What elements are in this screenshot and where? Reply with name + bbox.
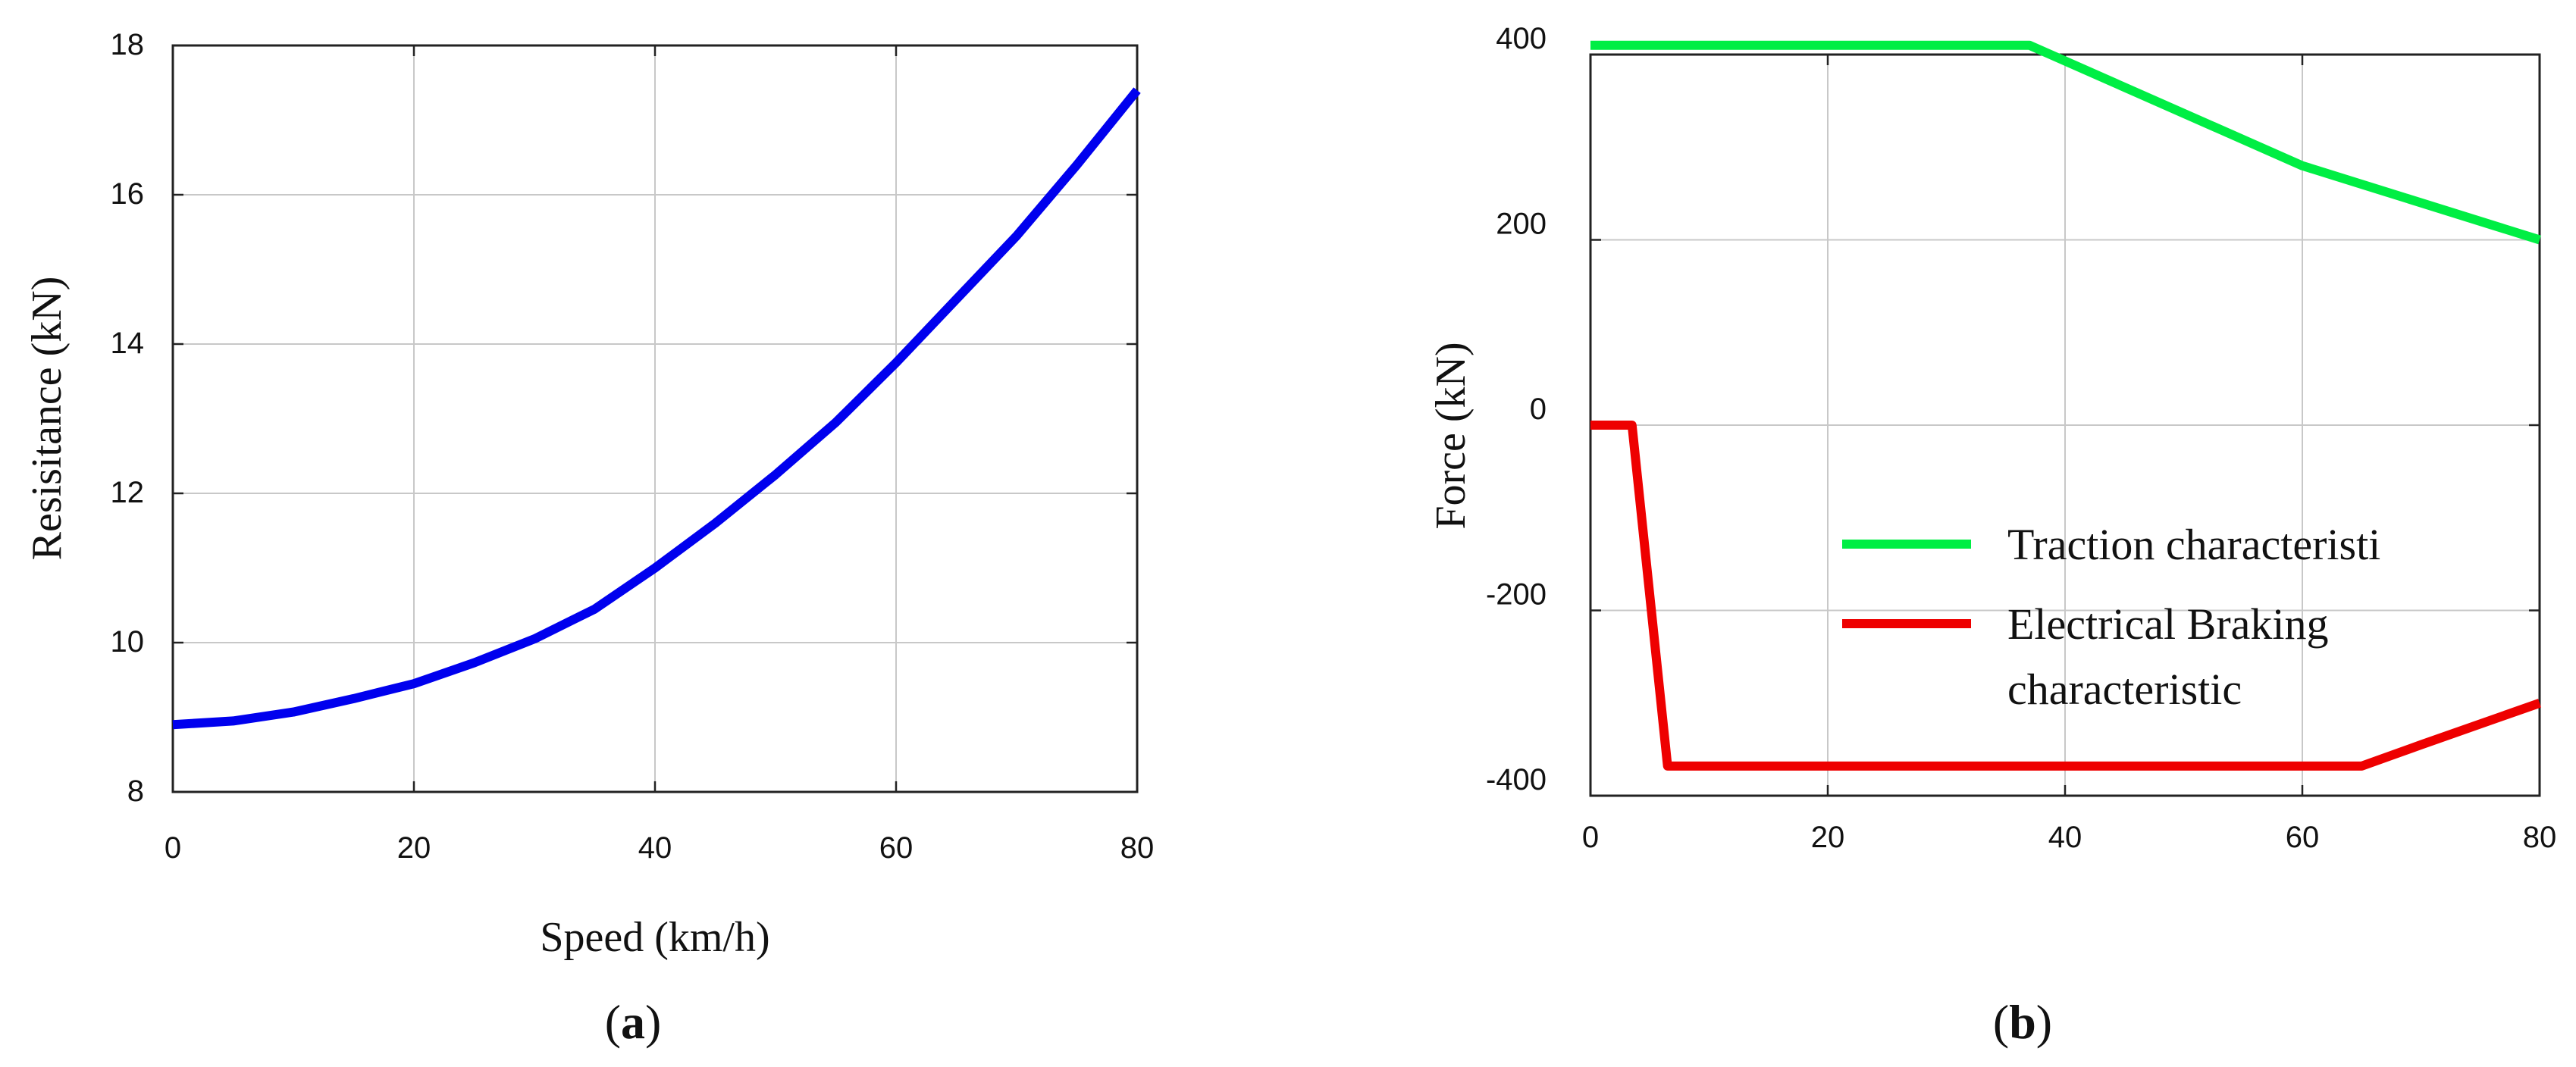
panel-a-chart: 0 20 40 60 80 8 10 12 14 16 18 Speed (km/h) Resis… <box>24 28 1154 1049</box>
panel-a-y-tick-label: 18 <box>111 28 145 61</box>
panel-a-y-tick-label: 10 <box>111 625 145 659</box>
panel-b-x-tick-label: 60 <box>2286 821 2320 854</box>
panel-a-y-tick-labels: 8 10 12 14 16 18 <box>111 28 145 808</box>
panel-b-label-open: ( <box>1993 995 2009 1049</box>
panel-b-x-tick-label: 40 <box>2048 821 2082 854</box>
panel-a-series-line-1 <box>172 87 1141 730</box>
legend-label-braking-line-1: Electrical Braking <box>2007 599 2329 649</box>
panel-a-x-tick-label: 0 <box>165 831 181 865</box>
panel-b-grid <box>1590 55 2540 796</box>
panel-a-y-tick-label: 14 <box>111 327 145 360</box>
panel-b-series-line-1 <box>1590 40 2541 245</box>
panel-b-y-tick-labels: -400 -200 0 200 400 <box>1486 22 1547 796</box>
legend-label-braking-line-2: characteristic <box>2007 665 2242 714</box>
panel-a-y-tick-label: 16 <box>111 177 145 211</box>
panel-b-y-tick-label: -200 <box>1486 578 1547 612</box>
panel-b-y-tick-label: 400 <box>1496 22 1547 55</box>
panel-a-x-tick-label: 60 <box>879 831 914 865</box>
panel-b-label-close: ) <box>2036 995 2052 1049</box>
panel-a-y-tick-label: 12 <box>111 476 145 509</box>
panel-a-x-axis-title: Speed (km/h) <box>540 914 769 961</box>
panel-a-series <box>172 87 1141 730</box>
panel-b-y-tick-label: -400 <box>1486 763 1547 796</box>
panel-b-x-tick-label: 0 <box>1582 821 1599 854</box>
legend-label-braking: Electrical Braking characteristic <box>2007 599 2329 714</box>
panel-a-label-letter: a <box>621 995 645 1049</box>
panel-b-y-axis-title: Force (kN) <box>1427 342 1474 529</box>
panel-a-x-tick-labels: 0 20 40 60 80 <box>165 831 1154 865</box>
panel-b-series <box>1590 40 2541 771</box>
legend-label-traction: Traction characteristi <box>2007 520 2380 569</box>
panel-a-label-open: ( <box>605 995 621 1049</box>
panel-b-x-tick-label: 80 <box>2523 821 2557 854</box>
panel-a-y-tick-label: 8 <box>127 774 144 808</box>
panel-b-series-line-2 <box>1590 421 2541 771</box>
panel-a-label: (a) <box>605 995 662 1049</box>
panel-b-y-tick-label: 200 <box>1496 208 1547 241</box>
panel-a-tick-marks <box>171 44 1139 793</box>
panel-a-x-tick-label: 20 <box>397 831 431 865</box>
panel-b-label-letter: b <box>2009 995 2036 1049</box>
panel-a-y-axis-title: Resisitance (kN) <box>24 277 71 561</box>
panel-b-x-tick-labels: 0 20 40 60 80 <box>1582 821 2556 854</box>
panel-a-label-close: ) <box>645 995 661 1049</box>
panel-b-legend: Traction characteristi Electrical Brakin… <box>1842 520 2380 714</box>
panel-a-x-tick-label: 40 <box>638 831 672 865</box>
panel-b-x-tick-label: 20 <box>1811 821 1845 854</box>
panel-a-grid <box>173 45 1137 792</box>
panel-b-y-tick-label: 0 <box>1530 393 1547 426</box>
panel-b-label: (b) <box>1993 995 2052 1049</box>
panel-b-chart: 0 20 40 60 80 -400 -200 0 200 400 Force (kN) Tra… <box>1427 22 2556 1049</box>
panel-a-x-tick-label: 80 <box>1120 831 1155 865</box>
